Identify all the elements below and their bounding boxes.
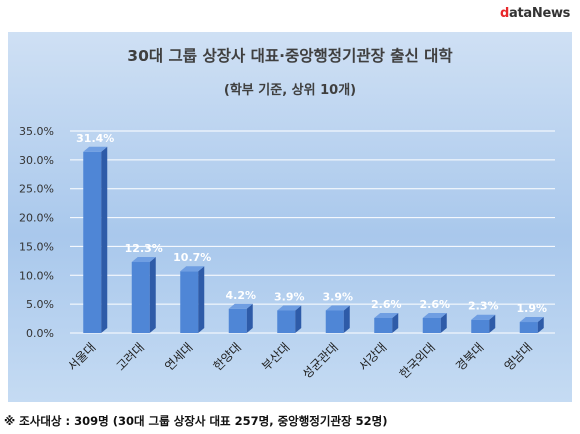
bar-front [131,262,150,333]
bar [180,266,205,333]
bar-side [343,305,350,333]
data-label: 2.6% [419,298,450,311]
x-category-label: 경북대 [453,340,486,373]
bar-front [83,151,102,333]
bar-front [374,317,393,333]
bar-top [471,314,496,320]
bar-side [198,266,205,333]
x-category-label: 서울대 [65,340,98,373]
x-category-label: 연세대 [162,340,195,373]
x-category-label: 한양대 [211,340,244,373]
data-label: 31.4% [76,132,114,145]
bar-side [101,146,108,333]
bar-side [149,257,156,333]
data-label: 2.3% [468,300,499,313]
bar [228,303,253,333]
data-label: 3.9% [274,290,305,303]
x-category-label: 부산대 [259,340,292,373]
bar-front [180,271,199,333]
datanews-logo: dataNews [500,6,571,21]
y-tick-label: 5.0% [26,298,54,311]
bar-top [374,312,399,318]
bar-top [277,305,302,311]
bar-top [83,146,108,152]
bar-side [246,303,253,333]
data-label: 12.3% [125,242,163,255]
x-category-label: 영남대 [502,340,535,373]
y-tick-label: 30.0% [19,154,54,167]
data-label: 1.9% [516,302,547,315]
bar-top [325,305,350,311]
footnote: ※ 조사대상 : 309명 (30대 그룹 상장사 대표 257명, 중앙행정기… [4,414,388,428]
bar-front [471,319,490,333]
data-label: 2.6% [371,298,402,311]
chart-title: 30대 그룹 상장사 대표·중앙행정기관장 출신 대학 [127,47,453,65]
bar-side [489,314,496,333]
data-label: 4.2% [225,289,256,302]
bar-front [277,310,296,333]
bar-side [440,312,447,333]
bar [131,257,156,333]
bar-top [519,317,544,323]
bar [83,146,108,333]
bar [277,305,302,333]
bar-side [392,312,399,333]
x-category-label: 성균관대 [300,340,341,381]
bar-side [295,305,302,333]
bar-top [180,266,205,272]
data-label: 10.7% [173,251,211,264]
x-category-label: 한국외대 [397,340,438,381]
bar-side [537,317,544,333]
y-tick-label: 0.0% [26,327,54,340]
y-tick-label: 10.0% [19,269,54,282]
chart-subtitle: (학부 기준, 상위 10개) [223,83,357,98]
bar-top [422,312,447,318]
y-tick-label: 20.0% [19,212,54,225]
bar [519,317,544,333]
bar-top [228,303,253,309]
data-label: 3.9% [322,290,353,303]
bar [374,312,399,333]
bar-front [422,317,441,333]
bar [471,314,496,333]
y-tick-label: 35.0% [19,125,54,138]
bar-front [325,310,344,333]
y-tick-label: 15.0% [19,240,54,253]
bar [422,312,447,333]
bar-top [131,257,156,263]
bar-front [228,308,247,333]
bar-front [519,322,538,333]
x-category-label: 서강대 [356,340,389,373]
y-tick-label: 25.0% [19,183,54,196]
x-category-label: 고려대 [114,340,147,373]
bar [325,305,350,333]
